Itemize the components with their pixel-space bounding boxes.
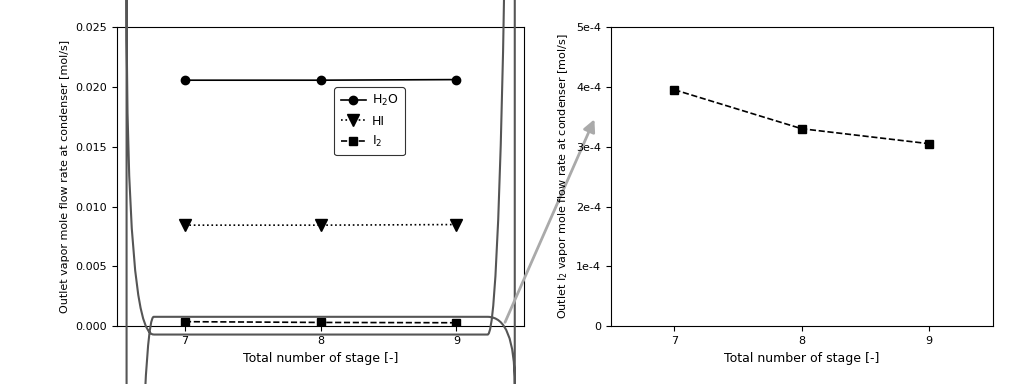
X-axis label: Total number of stage [-]: Total number of stage [-] [243,352,398,365]
HI [315,223,327,227]
Line: I$_2$: I$_2$ [181,318,460,327]
Line: HI: HI [179,219,462,231]
H$_2$O [315,78,327,83]
H$_2$O [450,77,462,82]
H$_2$O [179,78,191,83]
X-axis label: Total number of stage [-]: Total number of stage [-] [724,352,880,365]
Legend: H$_2$O, HI, I$_2$: H$_2$O, HI, I$_2$ [334,87,405,155]
I$_2$ [450,320,462,325]
Line: H$_2$O: H$_2$O [181,75,460,84]
I$_2$ [315,320,327,325]
I$_2$ [179,319,191,324]
Y-axis label: Outlet I$_2$ vapor mole flow rate at condenser [mol/s]: Outlet I$_2$ vapor mole flow rate at con… [557,34,570,319]
Y-axis label: Outlet vapor mole flow rate at condenser [mol/s]: Outlet vapor mole flow rate at condenser… [60,40,70,313]
HI [179,223,191,227]
HI [450,222,462,227]
